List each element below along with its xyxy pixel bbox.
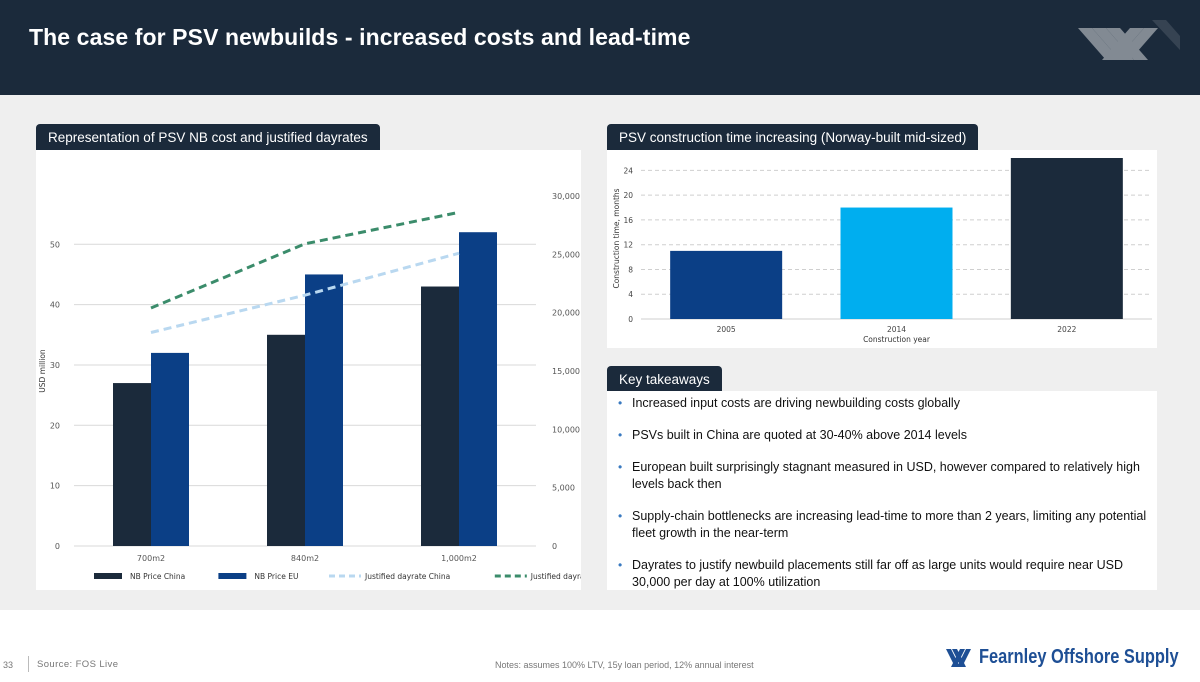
y2-tick-label: 30,000 — [552, 192, 580, 201]
takeaway-item: • Supply-chain bottlenecks are increasing… — [607, 508, 1157, 542]
bar — [1010, 158, 1123, 319]
y-axis-title: USD million — [38, 349, 47, 393]
bullet-icon: • — [618, 509, 623, 523]
y-tick-label: 0 — [55, 542, 60, 551]
x-tick-label: 2014 — [887, 325, 906, 334]
x-tick-label: 840m2 — [291, 554, 319, 563]
takeaway-text: European built surprisingly stagnant mea… — [632, 460, 1140, 491]
takeaway-text: Increased input costs are driving newbui… — [632, 396, 960, 410]
bar — [840, 207, 953, 319]
takeaway-item: • Increased input costs are driving newbu… — [607, 395, 1157, 412]
brand-name: Fearnley Offshore Supply — [979, 646, 1179, 668]
right-chart-tag: PSV construction time increasing (Norway… — [607, 124, 979, 150]
takeaway-item: • PSVs built in China are quoted at 30-40… — [607, 427, 1157, 444]
takeaway-item: • Dayrates to justify newbuild placements… — [607, 557, 1157, 591]
bar — [305, 274, 343, 546]
takeaways-tag: Key takeaways — [607, 366, 722, 392]
y2-tick-label: 15,000 — [552, 367, 580, 376]
y2-tick-label: 0 — [552, 542, 557, 551]
brand-mark-icon — [946, 648, 971, 667]
bullet-icon: • — [618, 428, 623, 442]
page-number: 33 — [3, 660, 14, 670]
takeaway-text: PSVs built in China are quoted at 30-40%… — [632, 428, 967, 442]
y-tick-label: 0 — [628, 315, 633, 324]
right-chart-panel: 0 4 8 12 16 20 24 Construction time, months 2005… — [607, 150, 1157, 348]
y-axis-title: Construction time, months — [612, 188, 621, 288]
page-title: The case for PSV newbuilds - increased c… — [29, 24, 691, 50]
legend-label: Justified dayrate China — [364, 572, 450, 581]
x-tick-label: 2022 — [1057, 325, 1076, 334]
bar — [421, 286, 459, 546]
bar — [459, 232, 497, 546]
left-chart-panel: 0 10 20 30 40 50 0 5,000 10,000 15,000 20,000 25,00… — [36, 150, 605, 590]
nb-cost-dayrate-chart: 0 10 20 30 40 50 0 5,000 10,000 15,000 20,000 25,00… — [38, 192, 605, 581]
takeaway-text: Dayrates to justify newbuild placements … — [632, 558, 1123, 589]
y-tick-label: 16 — [623, 216, 633, 225]
y2-tick-label: 25,000 — [552, 250, 580, 259]
legend-swatch — [218, 573, 247, 579]
series-line — [150, 251, 460, 334]
series-line — [150, 210, 460, 310]
bar — [113, 383, 151, 546]
x-tick-label: 700m2 — [137, 554, 165, 563]
takeaways-list: • Increased input costs are driving newbu… — [607, 391, 1157, 591]
bullet-icon: • — [618, 460, 623, 474]
y-tick-label: 24 — [623, 166, 633, 175]
y-tick-label: 8 — [628, 265, 633, 274]
left-chart-tag: Representation of PSV NB cost and justif… — [36, 124, 380, 150]
company-logo-icon — [1078, 20, 1180, 60]
legend-label: NB Price China — [130, 572, 185, 581]
brand-logo: Fearnley Offshore Supply — [946, 646, 1200, 669]
source-note: Source: FOS Live — [37, 659, 119, 670]
y-tick-label: 10 — [50, 482, 60, 491]
y2-tick-label: 20,000 — [552, 309, 580, 318]
y-tick-label: 20 — [50, 421, 60, 430]
x-axis-title: Construction year — [863, 335, 931, 344]
takeaway-item: • European built surprisingly stagnant me… — [607, 459, 1157, 493]
y-tick-label: 4 — [628, 290, 633, 299]
legend-swatch — [94, 573, 122, 579]
y-tick-label: 30 — [50, 361, 60, 370]
construction-time-chart: 0 4 8 12 16 20 24 Construction time, months 2005… — [612, 158, 1152, 344]
y-tick-label: 50 — [50, 240, 60, 249]
header-bar: The case for PSV newbuilds - increased c… — [0, 0, 1200, 95]
bar — [151, 352, 189, 546]
bullet-icon: • — [618, 558, 623, 572]
legend-label: NB Price EU — [254, 572, 298, 581]
legend-label: Justified dayrate EU — [530, 572, 581, 581]
footer-divider — [28, 656, 29, 672]
footnote: Notes: assumes 100% LTV, 15y loan period… — [495, 660, 754, 670]
bullet-icon: • — [618, 396, 623, 410]
takeaways-panel: • Increased input costs are driving newbu… — [607, 391, 1157, 590]
y-tick-label: 12 — [623, 241, 633, 250]
y-tick-label: 20 — [623, 191, 633, 200]
takeaway-text: Supply-chain bottlenecks are increasing … — [632, 509, 1147, 540]
y2-tick-label: 10,000 — [552, 425, 580, 434]
bar — [670, 250, 783, 319]
y2-tick-label: 5,000 — [552, 484, 575, 493]
x-tick-label: 2005 — [717, 325, 736, 334]
y-tick-label: 40 — [50, 301, 60, 310]
bar — [267, 334, 305, 546]
x-tick-label: 1,000m2 — [441, 554, 477, 563]
